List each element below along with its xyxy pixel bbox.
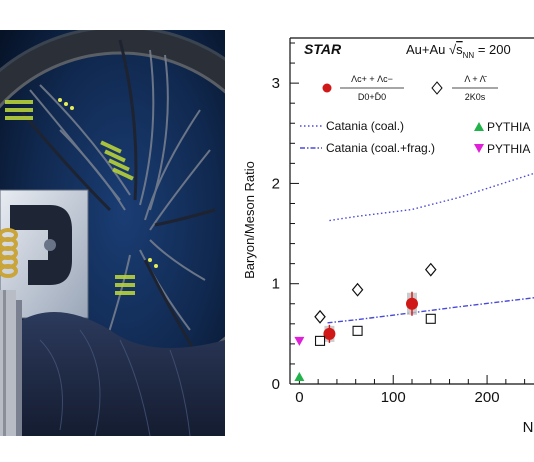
chart-title: STAR (304, 41, 342, 57)
legend-pythia-1: PYTHIA (487, 120, 530, 134)
energy-s: s (456, 42, 463, 57)
open-square-point (425, 313, 436, 324)
lambda-point (314, 309, 326, 324)
y-tick-label: 1 (272, 276, 280, 293)
legend-lambda-c-numerator: Λc+ + Λc− (351, 74, 393, 84)
y-tick-label: 2 (272, 175, 280, 192)
legend-lambda-c-denominator: D0+D̄0 (358, 92, 386, 102)
pythia-down-point (294, 336, 305, 346)
lambda-c-point (406, 297, 418, 310)
legend-pythia-up-marker (474, 122, 484, 131)
legend-catania-coal-frag: Catania (coal.+frag.) (326, 141, 435, 155)
collision-system-label: Au+Au √sNN = 200 (406, 42, 511, 60)
chart-svg: 0 1 2 3 0 100 200 Baryon/Meson Ratio N STAR Au… (242, 37, 534, 436)
legend-lambda-numerator: Λ + Λ̄ (464, 74, 487, 84)
legend-catania-coal: Catania (coal.) (326, 119, 404, 133)
y-tick-label: 3 (272, 75, 280, 92)
x-axis-label: N (523, 419, 534, 436)
x-tick-label: 100 (381, 389, 406, 406)
detector-illustration (0, 30, 225, 436)
x-tick-label: 0 (295, 389, 303, 406)
legend-pythia-2: PYTHIA (487, 142, 530, 156)
detector-photo (0, 30, 225, 436)
sqrt-sign: √ (449, 42, 457, 57)
legend-lambda-marker (431, 81, 443, 95)
open-square-point (352, 325, 363, 336)
energy-value: = 200 (474, 42, 511, 57)
legend-lambda-c-marker (322, 83, 332, 93)
catania-coal-frag-curve (327, 297, 534, 324)
lambda-point (424, 262, 437, 277)
energy-nn: NN (463, 51, 475, 60)
plot-layer: 0 1 2 3 0 100 200 (272, 37, 534, 406)
lambda-c-point (323, 327, 336, 340)
legend-pythia-down-marker (474, 144, 484, 153)
catania-coal-curve (329, 172, 534, 222)
legend-lambda-denominator: 2K0s (465, 92, 486, 102)
collision-prefix: Au+Au (406, 42, 449, 57)
y-axis-label: Baryon/Meson Ratio (242, 161, 257, 279)
pythia-up-point (294, 371, 305, 381)
ratio-chart: 0 1 2 3 0 100 200 Baryon/Meson Ratio N STAR Au… (230, 30, 534, 436)
x-tick-label: 200 (475, 389, 500, 406)
y-tick-label: 0 (272, 376, 280, 393)
open-square-point (314, 335, 326, 346)
lambda-point (351, 282, 364, 297)
